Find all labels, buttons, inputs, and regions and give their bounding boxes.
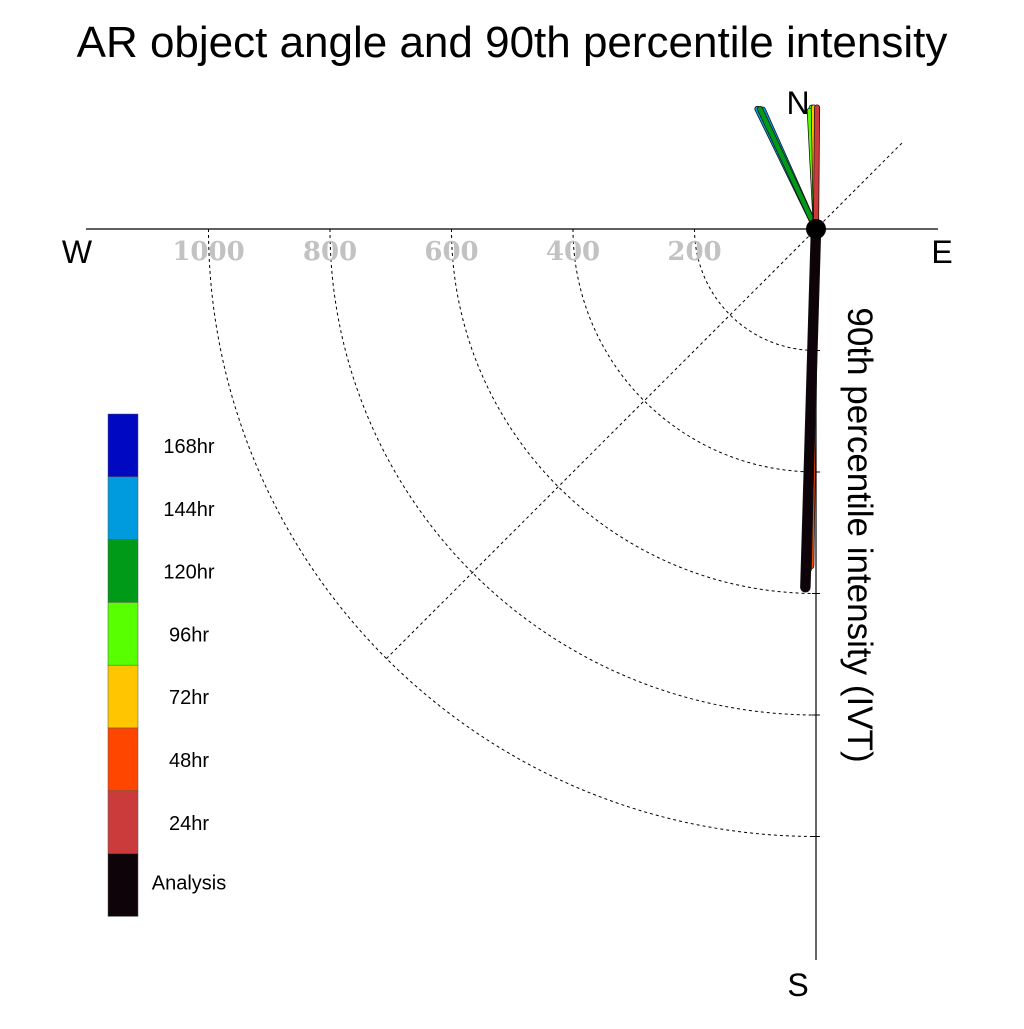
legend-swatch [107,476,139,540]
legend-label: 120hr [163,562,214,584]
vector-analysis [800,224,821,592]
compass-west-label: W [62,234,93,270]
vector-24hr [813,105,820,232]
grid-arc-800 [329,228,817,716]
legend-label: 168hr [163,436,214,458]
legend-swatch [107,853,139,917]
legend-swatch [107,790,139,854]
compass-east-label: E [931,234,952,270]
legend: 168hr 144hr 120hr 96hr 72hr 48hr 24hr Analysis [107,413,226,917]
legend-swatch [107,602,139,666]
legend-swatch [107,539,139,603]
legend-label: 48hr [169,750,209,772]
radial-tick-label: 400 [546,237,600,267]
compass-south-label: S [787,967,808,1003]
radial-tick-label: 600 [424,237,478,267]
legend-label: 72hr [169,687,209,709]
chart-title: AR object angle and 90th percentile inte… [77,18,948,67]
legend-swatch [107,664,139,729]
diagonal-guide [386,142,903,659]
legend-label: Analysis [152,873,226,895]
origin-dot [806,219,826,239]
legend-swatch [107,413,139,478]
radial-axis-label: 90th percentile intensity (IVT) [840,307,879,762]
radial-tick-label: 200 [667,237,721,267]
compass-north-label: N [786,85,809,121]
vector-120hr [757,106,819,232]
grid-arc-1000 [208,228,817,837]
legend-swatch [107,727,139,792]
legend-label: 96hr [169,624,209,646]
radial-ticks: 200 400 600 800 1000 [172,237,721,267]
radial-tick-label: 1000 [172,237,244,267]
grid-arc-400 [572,228,817,473]
legend-label: 144hr [163,499,214,521]
radial-tick-label: 800 [303,237,357,267]
grid-arc-600 [451,228,817,594]
grid-arc-200 [694,228,817,351]
vector-series [754,104,822,593]
legend-label: 24hr [169,813,209,835]
